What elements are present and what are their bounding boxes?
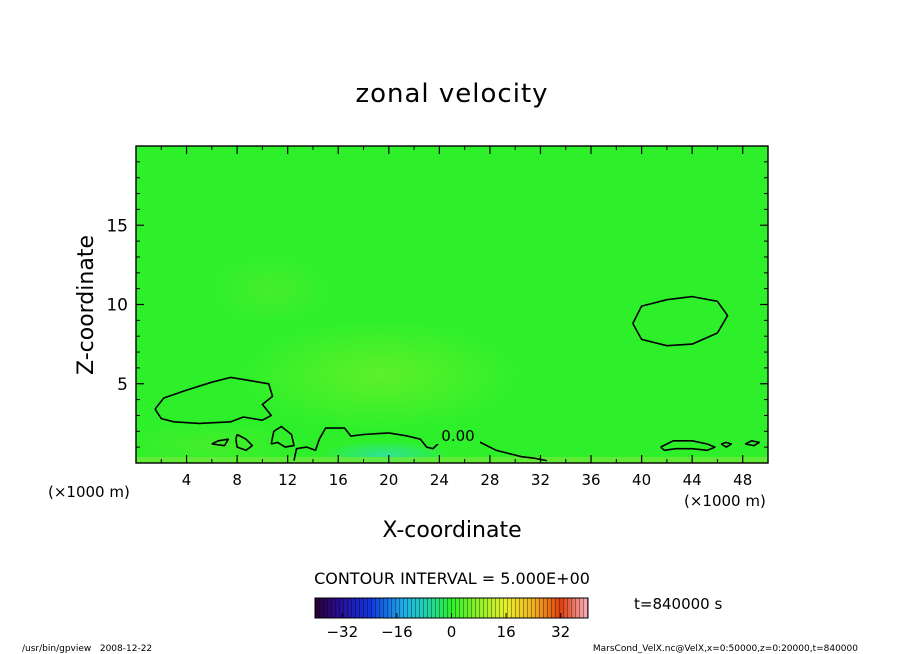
x-tick-label: 20	[379, 471, 398, 489]
x-unit-note-left: (×1000 m)	[48, 483, 130, 501]
colorbar-tick-label: 32	[551, 623, 570, 641]
x-tick-label: 12	[278, 471, 297, 489]
contour-right-oval	[632, 295, 729, 347]
colorbar-tick-label: −16	[381, 623, 413, 641]
x-tick-label: 36	[581, 471, 600, 489]
zero-contours	[154, 295, 761, 462]
y-tick-label: 10	[106, 296, 128, 316]
contour-bottom-ridge	[293, 427, 547, 462]
x-tick-label: 4	[182, 471, 192, 489]
contour-mid-2	[211, 438, 230, 447]
contour-mid-3	[235, 433, 254, 452]
x-tick-label: 8	[232, 471, 242, 489]
footer-right: MarsCond_VelX.nc@VelX,x=0:50000,z=0:2000…	[593, 644, 858, 654]
y-axis: 5 10 15	[106, 161, 768, 448]
plot-field	[136, 146, 768, 463]
x-axis-label: X-coordinate	[382, 518, 521, 543]
x-tick-label: 40	[632, 471, 651, 489]
x-tick-label: 44	[683, 471, 702, 489]
colorbar-tick-label: −32	[326, 623, 358, 641]
y-axis-label: Z-coordinate	[74, 235, 99, 375]
colorbar-tick-label: 16	[497, 623, 516, 641]
contour-interval: CONTOUR INTERVAL = 5.000E+00	[314, 569, 590, 588]
contour-right-low-2	[720, 441, 733, 448]
contour-label: 0.00	[441, 427, 474, 445]
time-label: t=840000 s	[634, 595, 722, 613]
contour-right-low	[660, 439, 716, 452]
weak-positive-region	[240, 320, 520, 430]
contour-label-bg	[436, 427, 480, 444]
x-axis: 4 8 12 16 20 24 28 32 36 40 44 48	[160, 146, 752, 489]
chart-title: zonal velocity	[355, 79, 548, 109]
colorbar-tick-label: 0	[447, 623, 457, 641]
x-tick-label: 28	[480, 471, 499, 489]
x-tick-label: 48	[733, 471, 752, 489]
colorbar-levels	[315, 598, 588, 618]
weak-negative-region	[320, 441, 450, 463]
footer-left: /usr/bin/gpview 2008-12-22	[22, 644, 152, 654]
colorbar-ticks: −32 −16 0 16 32	[326, 613, 570, 641]
x-unit-note-right: (×1000 m)	[684, 492, 766, 510]
contour-left-blob	[154, 376, 274, 425]
y-tick-label: 5	[117, 375, 128, 395]
contour-mid-1	[270, 425, 295, 448]
contour-right-low-3	[744, 439, 761, 447]
weak-positive-region-upper	[210, 255, 330, 325]
weak-positive-region-low	[136, 423, 300, 463]
x-tick-label: 32	[531, 471, 550, 489]
y-tick-label: 15	[106, 216, 128, 236]
surface-band	[136, 457, 768, 463]
x-tick-label: 16	[329, 471, 348, 489]
x-tick-label: 24	[430, 471, 449, 489]
